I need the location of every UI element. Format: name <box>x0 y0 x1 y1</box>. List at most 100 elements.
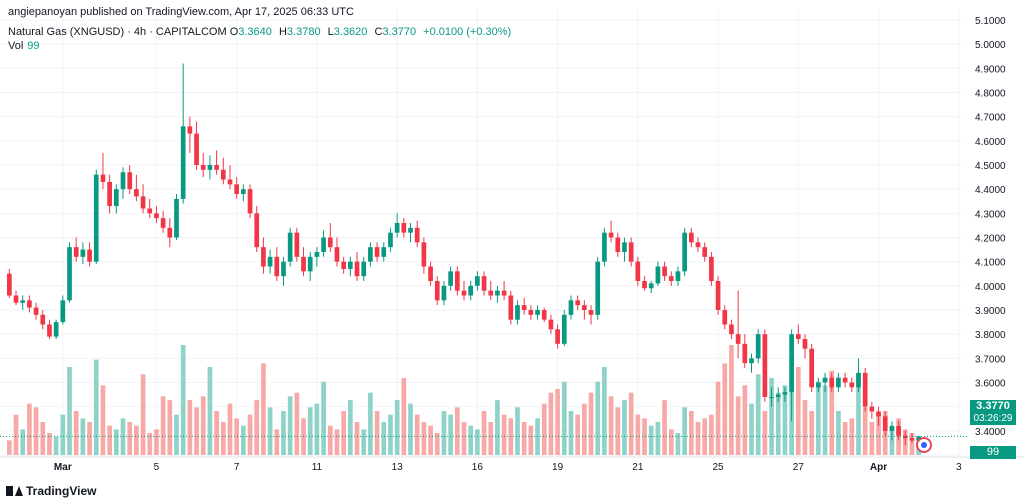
volume-bar <box>408 403 413 455</box>
volume-bar <box>93 359 99 455</box>
volume-bar <box>200 396 206 455</box>
volume-bar <box>127 422 133 455</box>
symbol-legend: Natural Gas (XNGUSD) · 4h · CAPITALCOM O… <box>8 26 515 38</box>
candle-body <box>174 198 179 238</box>
candle-body <box>314 252 320 257</box>
candle-body <box>113 189 119 207</box>
volume-bar <box>20 429 26 455</box>
volume-bar <box>635 414 641 455</box>
candle-body <box>281 261 286 277</box>
volume-bar <box>561 381 567 455</box>
candle-body <box>167 227 173 238</box>
candle-body <box>729 324 734 335</box>
time-tick-label: 11 <box>312 462 323 473</box>
candle-body <box>688 232 694 243</box>
volume-bar <box>729 345 734 455</box>
volume-bar <box>73 411 79 455</box>
candle-body <box>40 314 46 325</box>
candle-body <box>207 165 213 170</box>
volume-bar <box>822 385 828 455</box>
price-tick-label: 4.2000 <box>975 234 1006 245</box>
volume-bar <box>675 433 681 455</box>
volume-bar <box>307 407 313 455</box>
candle-body <box>909 438 915 441</box>
volume-bar <box>849 418 855 455</box>
volume-bar <box>247 414 253 455</box>
bar-countdown-tag: 03:26:29 <box>970 412 1016 425</box>
volume-bar <box>374 411 380 455</box>
tradingview-badge-icon[interactable] <box>916 437 932 453</box>
volume-bar <box>862 407 868 455</box>
candle-body <box>561 314 567 344</box>
candle-body <box>675 271 681 281</box>
candle-body <box>294 232 300 257</box>
volume-bar <box>227 403 233 455</box>
candle-body <box>421 242 427 267</box>
volume-bar <box>314 403 320 455</box>
candle-body <box>588 310 594 315</box>
tradingview-logo[interactable]: TradingView <box>6 484 96 498</box>
candle-body <box>247 189 253 214</box>
candle-body <box>160 218 166 228</box>
volume-bar <box>582 403 587 455</box>
volume-bar <box>267 407 273 455</box>
candle-body <box>180 126 186 199</box>
time-tick-label: 7 <box>234 462 240 473</box>
open-value: 3.3640 <box>238 26 272 38</box>
volume-bar <box>809 411 815 455</box>
volume-bar <box>836 411 841 455</box>
volume-bar <box>187 400 193 455</box>
candle-body <box>802 339 808 349</box>
symbol-title[interactable]: Natural Gas (XNGUSD) · 4h · CAPITALCOM <box>8 26 227 38</box>
price-tick-label: 4.3000 <box>975 209 1006 220</box>
volume-bar <box>802 400 808 455</box>
volume-bar <box>100 385 106 455</box>
candle-body <box>53 322 59 337</box>
candle-body <box>448 271 453 286</box>
volume-bar <box>27 403 32 455</box>
volume-bar <box>655 422 661 455</box>
volume-label[interactable]: Vol <box>8 40 24 52</box>
volume-bar <box>541 403 547 455</box>
candle-body <box>461 290 467 296</box>
candle-body <box>374 247 380 257</box>
candle-body <box>194 133 199 165</box>
candle-body <box>775 394 781 397</box>
volume-bar <box>495 400 500 455</box>
volume-bar <box>575 414 581 455</box>
volume-bar <box>548 392 554 455</box>
grid <box>0 10 962 456</box>
volume-bar <box>294 392 300 455</box>
candle-body <box>13 295 19 303</box>
volume-bar <box>334 429 340 455</box>
volume-bar <box>842 422 848 455</box>
volume-bar <box>481 411 487 455</box>
volume-legend: Vol 99 <box>8 40 40 52</box>
candle-body <box>795 334 801 339</box>
candle-body <box>902 435 908 439</box>
volume-bar <box>194 407 199 455</box>
volume-bar <box>695 422 701 455</box>
candle-body <box>401 223 407 233</box>
price-tick-label: 4.7000 <box>975 113 1006 124</box>
volume-bar <box>354 422 360 455</box>
volume-bar <box>381 422 387 455</box>
volume-bar <box>67 367 72 455</box>
candle-body <box>782 392 788 395</box>
candle-body <box>20 300 26 303</box>
time-tick-label: 21 <box>632 462 644 473</box>
candle-body <box>254 213 260 248</box>
price-axis: 3.30003.40003.50003.60003.70003.80003.90… <box>975 16 1006 462</box>
volume-bar <box>755 374 761 455</box>
candle-body <box>27 300 32 308</box>
price-tick-label: 3.6000 <box>975 379 1006 390</box>
candle-body <box>702 247 708 257</box>
price-tick-label: 3.7000 <box>975 354 1006 365</box>
candle-body <box>595 261 601 315</box>
low-value: 3.3620 <box>333 26 368 38</box>
time-tick-label: 25 <box>713 462 725 473</box>
volume-bar <box>421 422 427 455</box>
candle-body <box>856 372 861 388</box>
candle-body <box>67 247 72 301</box>
